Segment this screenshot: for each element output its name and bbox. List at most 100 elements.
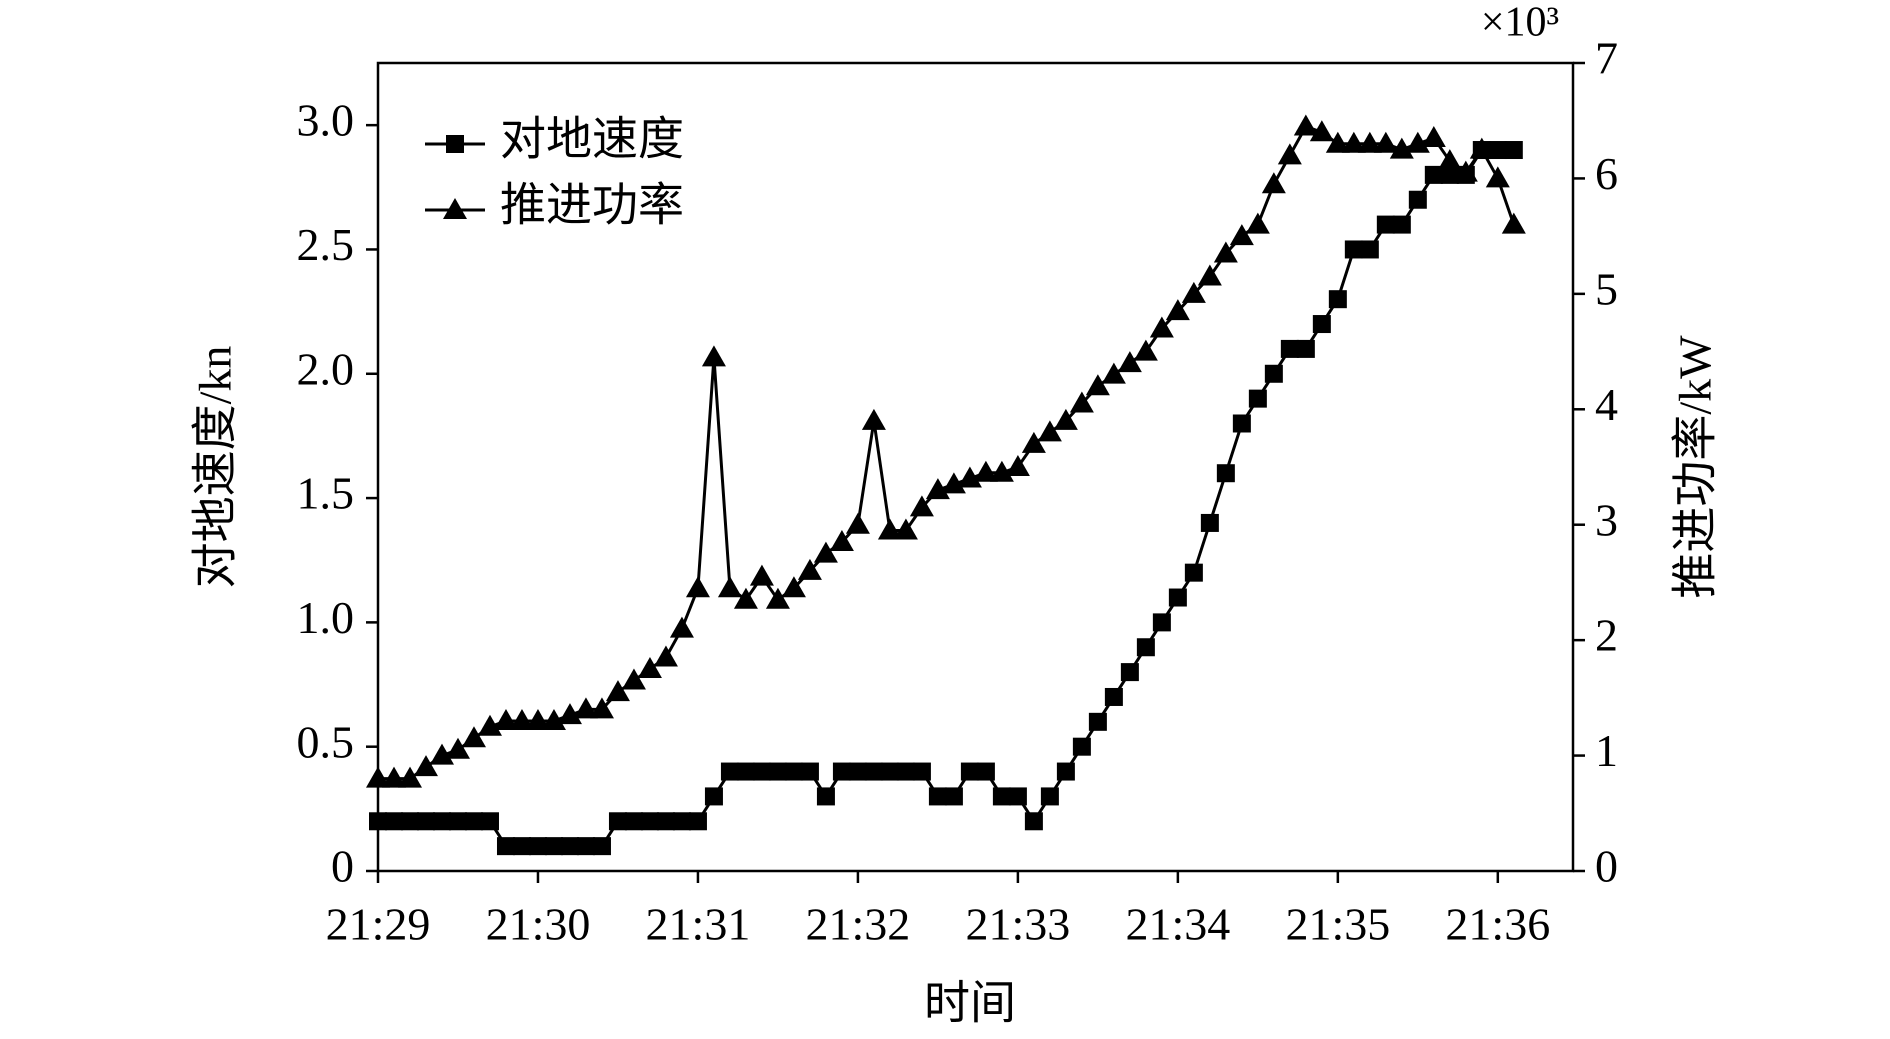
- y-tick-label: 1.5: [297, 468, 355, 519]
- data-point: [848, 762, 867, 781]
- data-point: [1024, 812, 1043, 831]
- data-point: [1277, 143, 1302, 165]
- data-point: [557, 703, 582, 725]
- data-point: [1440, 165, 1459, 184]
- data-point: [1056, 762, 1075, 781]
- data-point: [893, 518, 918, 540]
- y-axis-title: 对地速度/kn: [190, 346, 241, 589]
- legend-label: 推进功率: [500, 180, 684, 231]
- data-point: [1309, 120, 1334, 142]
- data-point: [909, 495, 934, 517]
- data-point: [413, 755, 438, 777]
- y2-tick-label: 1: [1595, 725, 1618, 776]
- y-tick-label: 3.0: [297, 95, 355, 146]
- data-point: [1264, 364, 1283, 383]
- data-point: [1245, 212, 1270, 234]
- data-point: [941, 472, 966, 494]
- data-point: [1485, 166, 1510, 188]
- data-point: [733, 587, 758, 609]
- data-point: [877, 518, 902, 540]
- x-tick-label: 21:31: [646, 899, 751, 950]
- data-point: [1325, 131, 1350, 153]
- data-point: [1424, 165, 1443, 184]
- data-point: [541, 708, 566, 730]
- data-point: [1149, 316, 1174, 338]
- data-point: [493, 708, 518, 730]
- data-point: [989, 460, 1014, 482]
- data-point: [960, 762, 979, 781]
- data-point: [1101, 362, 1126, 384]
- data-point: [1005, 455, 1030, 476]
- x-tick-label: 21:32: [806, 899, 911, 950]
- data-point: [1437, 149, 1462, 171]
- data-point: [669, 616, 694, 638]
- y2-tick-label: 7: [1595, 33, 1618, 84]
- data-point: [1008, 787, 1027, 806]
- data-point: [1501, 212, 1526, 234]
- data-point: [448, 812, 467, 831]
- data-point: [720, 762, 739, 781]
- data-point: [912, 762, 931, 781]
- data-point: [1392, 215, 1411, 234]
- data-point: [525, 708, 550, 730]
- y2-tick-label: 2: [1595, 610, 1618, 661]
- data-point: [1421, 126, 1446, 148]
- y2-axis-title: 推进功率/kW: [1670, 335, 1721, 599]
- data-point: [701, 345, 726, 367]
- data-point: [1261, 172, 1286, 194]
- data-point: [1341, 131, 1366, 153]
- data-point: [637, 657, 662, 678]
- data-point: [1232, 414, 1251, 433]
- data-point: [1389, 137, 1414, 159]
- data-point: [1280, 339, 1299, 358]
- data-point: [672, 812, 691, 831]
- legend-marker: [446, 135, 464, 153]
- legend-label: 对地速度: [500, 114, 684, 165]
- data-point: [624, 812, 643, 831]
- data-point: [736, 762, 755, 781]
- x-tick-label: 21:29: [326, 899, 431, 950]
- data-point: [1133, 339, 1158, 361]
- data-point: [928, 787, 947, 806]
- x-axis-title: 时间: [924, 978, 1016, 1029]
- y-tick-label: 2.0: [297, 343, 355, 394]
- data-point: [880, 762, 899, 781]
- legend-marker: [443, 198, 467, 219]
- data-point: [429, 743, 454, 765]
- data-point: [1037, 420, 1062, 442]
- data-point: [576, 837, 595, 856]
- x-tick-label: 21:36: [1445, 899, 1550, 950]
- data-point: [784, 762, 803, 781]
- data-point: [1072, 737, 1091, 756]
- data-point: [1040, 787, 1059, 806]
- data-point: [1104, 687, 1123, 706]
- plot-frame: [376, 61, 1575, 873]
- y2-multiplier: ×10³: [1481, 0, 1559, 46]
- data-point: [381, 766, 406, 788]
- data-point: [864, 762, 883, 781]
- data-point: [445, 737, 470, 759]
- data-point: [464, 812, 483, 831]
- data-point: [480, 812, 499, 831]
- data-point: [752, 762, 771, 781]
- data-point: [1120, 663, 1139, 682]
- data-point: [605, 680, 630, 702]
- data-point: [749, 564, 774, 586]
- data-point: [973, 460, 998, 482]
- y2-tick-label: 3: [1595, 494, 1618, 545]
- data-point: [1405, 131, 1430, 153]
- data-point: [765, 587, 790, 609]
- data-point: [1021, 431, 1046, 453]
- data-point: [560, 837, 579, 856]
- data-point: [1200, 513, 1219, 532]
- data-point: [512, 837, 531, 856]
- data-point: [768, 762, 787, 781]
- x-tick-label: 21:34: [1125, 899, 1230, 950]
- y-tick-label: 2.5: [297, 219, 355, 270]
- y2-tick-label: 6: [1595, 148, 1618, 199]
- data-point: [592, 837, 611, 856]
- data-point: [957, 466, 982, 488]
- y-tick-label: 0: [331, 841, 354, 892]
- data-point: [1168, 588, 1187, 607]
